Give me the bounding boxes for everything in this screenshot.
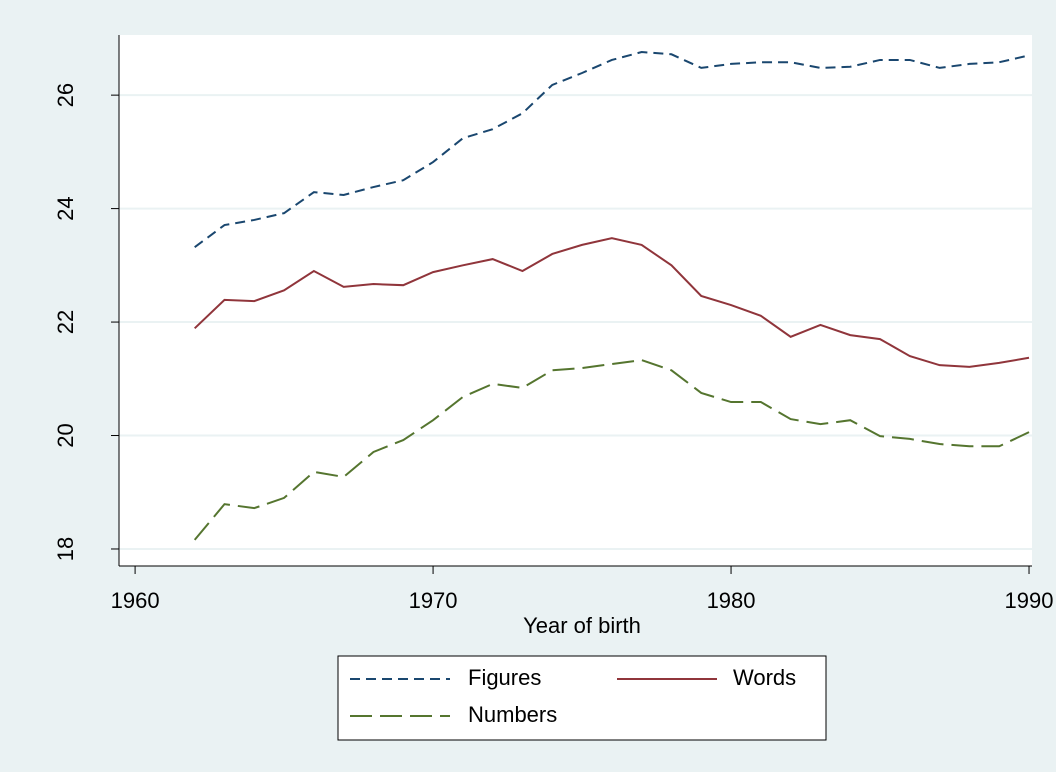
x-tick-label: 1970 xyxy=(409,588,458,613)
x-tick-label: 1980 xyxy=(707,588,756,613)
y-tick-label: 22 xyxy=(53,310,78,334)
legend-label: Figures xyxy=(468,665,541,690)
y-tick-label: 24 xyxy=(53,196,78,220)
series-line xyxy=(194,51,1030,248)
y-tick-label: 20 xyxy=(53,423,78,447)
legend-label: Words xyxy=(733,665,796,690)
series-line xyxy=(193,359,1030,541)
series-line xyxy=(193,237,1030,368)
legend xyxy=(337,655,827,741)
x-tick-label: 1960 xyxy=(111,588,160,613)
legend-label: Numbers xyxy=(468,702,557,727)
x-tick-label: 1990 xyxy=(1005,588,1054,613)
plot-area xyxy=(119,35,1032,566)
y-tick-label: 26 xyxy=(53,83,78,107)
x-axis-label: Year of birth xyxy=(523,613,641,638)
y-tick-label: 18 xyxy=(53,537,78,561)
